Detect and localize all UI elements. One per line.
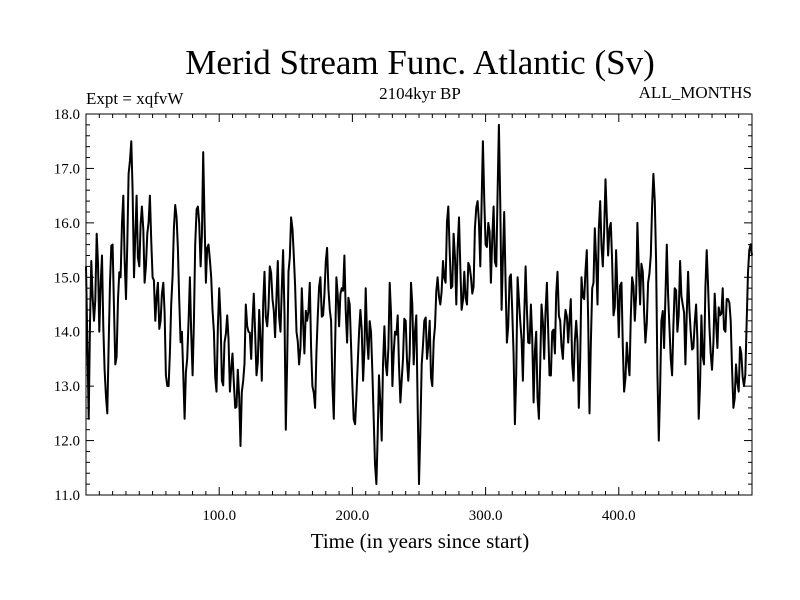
y-tick-label: 14.0	[54, 325, 80, 341]
y-tick-label: 11.0	[54, 488, 80, 504]
x-tick-label: 100.0	[202, 508, 236, 524]
months-label: ALL_MONTHS	[639, 83, 752, 102]
y-axis: 11.0 12.0 13.0 14.0 15.0 16.0 17.0 18.0	[54, 107, 752, 504]
x-tick-label: 200.0	[336, 508, 370, 524]
series-line	[85, 123, 753, 486]
y-tick-label: 12.0	[54, 434, 80, 450]
chart-title: Merid Stream Func. Atlantic (Sv)	[185, 43, 655, 82]
y-tick-label: 18.0	[54, 107, 80, 123]
x-tick-label: 300.0	[469, 508, 503, 524]
y-tick-label: 15.0	[54, 270, 80, 286]
y-tick-label: 17.0	[54, 161, 80, 177]
x-axis: 100.0 200.0 300.0 400.0	[98, 114, 740, 524]
x-tick-label: 400.0	[602, 508, 636, 524]
period-label: 2104kyr BP	[379, 84, 461, 103]
experiment-label: Expt = xqfvW	[86, 89, 184, 108]
y-tick-label: 16.0	[54, 216, 80, 232]
x-axis-label: Time (in years since start)	[311, 529, 530, 553]
plot-area: 100.0 200.0 300.0 400.0 11.0 12.0 13.0 14.0 15.…	[54, 107, 753, 524]
y-tick-label: 13.0	[54, 379, 80, 395]
